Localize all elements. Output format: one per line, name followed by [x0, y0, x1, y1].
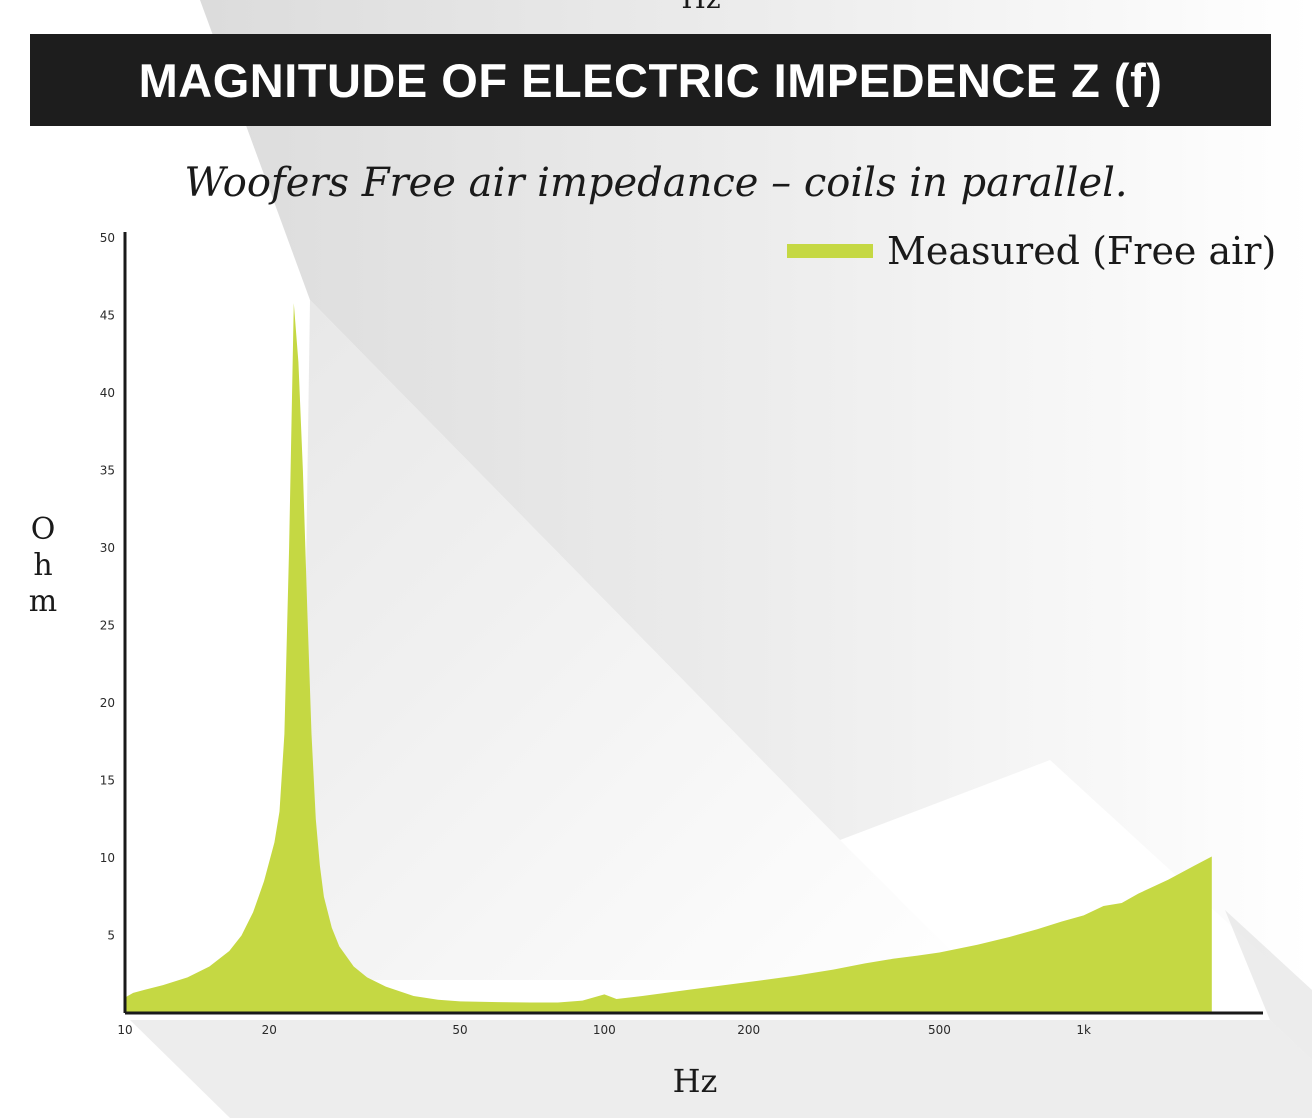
- chart-title: MAGNITUDE OF ELECTRIC IMPEDENCE Z (f): [138, 53, 1163, 107]
- y-tick-label: 25: [100, 619, 115, 633]
- y-tick-label: 20: [100, 696, 115, 710]
- y-tick-label: 15: [100, 774, 115, 788]
- y-tick-label: 10: [100, 851, 115, 865]
- y-tick-label: 45: [100, 309, 115, 323]
- y-tick-labels: 5 10 15 20 25 30 35 40 45 50: [100, 231, 115, 943]
- y-tick-label: 35: [100, 464, 115, 478]
- y-tick-label: 40: [100, 386, 115, 400]
- legend-label: Measured (Free air): [887, 229, 1277, 273]
- cropped-top-label: Hz: [671, 0, 731, 15]
- y-tick-label: 50: [100, 231, 115, 245]
- legend-swatch: [787, 244, 873, 258]
- y-tick-label: 5: [107, 929, 115, 943]
- title-bar: MAGNITUDE OF ELECTRIC IMPEDENCE Z (f): [30, 34, 1271, 126]
- y-axis-label: Ohm: [28, 512, 58, 619]
- x-tick-label: 20: [262, 1023, 277, 1037]
- x-tick-label: 1k: [1076, 1023, 1091, 1037]
- x-tick-label: 50: [452, 1023, 467, 1037]
- x-axis-label: Hz: [672, 1062, 718, 1100]
- x-tick-label: 500: [928, 1023, 951, 1037]
- y-tick-label: 30: [100, 541, 115, 555]
- chart-subtitle: Woofers Free air impedance – coils in pa…: [184, 160, 1128, 206]
- x-tick-label: 100: [593, 1023, 616, 1037]
- x-tick-label: 10: [117, 1023, 132, 1037]
- x-tick-label: 200: [737, 1023, 760, 1037]
- x-tick-labels: 10 20 50 100 200 500 1k: [117, 1023, 1091, 1037]
- legend: Measured (Free air): [787, 226, 1276, 276]
- series-area-measured: [125, 303, 1212, 1014]
